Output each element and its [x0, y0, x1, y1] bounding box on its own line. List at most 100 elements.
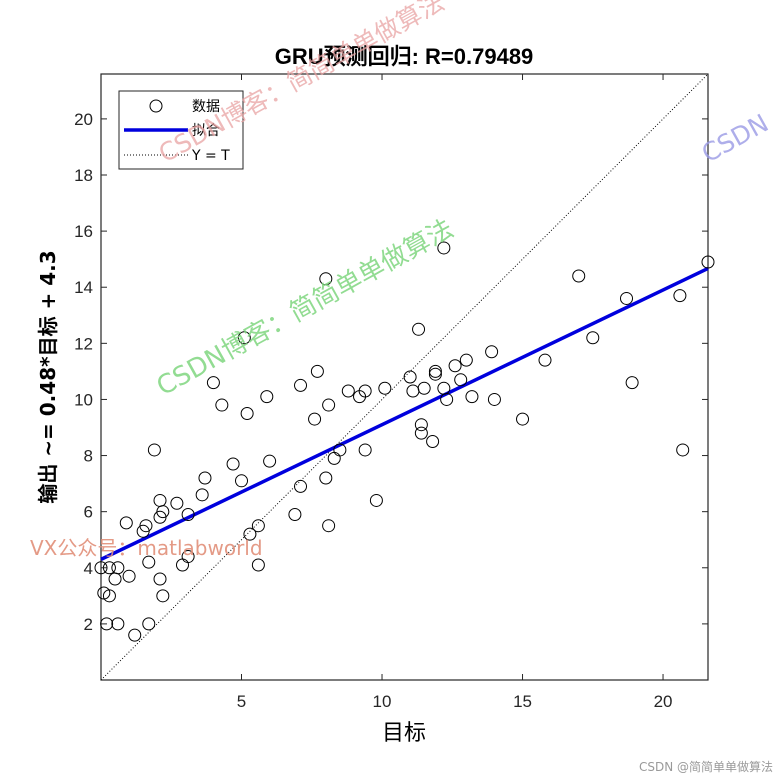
- y-tick-label: 20: [74, 110, 93, 129]
- legend-label-fit: 拟合: [192, 123, 220, 139]
- data-point: [428, 367, 442, 381]
- data-point: [448, 359, 462, 373]
- data-point: [358, 384, 372, 398]
- data-point: [319, 471, 333, 485]
- y-tick-label: 18: [74, 166, 93, 185]
- legend-label-identity: Y = T: [191, 148, 230, 164]
- y-tick-label: 10: [74, 390, 93, 409]
- data-point: [625, 376, 639, 390]
- data-point: [378, 381, 392, 395]
- footer-credit: CSDN @简简单单做算法: [638, 760, 773, 774]
- data-point: [139, 519, 153, 533]
- data-point: [333, 443, 347, 457]
- data-point: [487, 392, 501, 406]
- y-tick-label: 6: [84, 503, 93, 522]
- data-point: [538, 353, 552, 367]
- data-point: [195, 488, 209, 502]
- data-point: [226, 457, 240, 471]
- data-point: [237, 331, 251, 345]
- data-point: [322, 519, 336, 533]
- data-point: [119, 516, 133, 530]
- data-point: [454, 373, 468, 387]
- legend: 数据 拟合 Y = T: [118, 90, 244, 170]
- data-point: [459, 353, 473, 367]
- data-points: [94, 241, 715, 642]
- data-point: [465, 390, 479, 404]
- data-point: [142, 555, 156, 569]
- y-tick-label: 16: [74, 222, 93, 241]
- data-point: [294, 378, 308, 392]
- identity-line-path: [100, 73, 709, 681]
- data-point: [414, 426, 428, 440]
- data-point: [147, 443, 161, 457]
- data-point: [620, 291, 634, 305]
- data-point: [263, 454, 277, 468]
- y-tick-label: 4: [84, 559, 93, 578]
- data-point: [156, 589, 170, 603]
- data-point: [198, 471, 212, 485]
- y-tick-label: 8: [84, 447, 93, 466]
- data-point: [440, 392, 454, 406]
- y-axis-ticks: 2 4 6 8 10 12 14 16 18 20: [74, 110, 708, 634]
- x-tick-label: 15: [513, 692, 532, 711]
- data-point: [516, 412, 530, 426]
- data-point: [369, 493, 383, 507]
- y-tick-label: 12: [74, 334, 93, 353]
- data-point: [428, 364, 442, 378]
- legend-label-data: 数据: [192, 99, 220, 115]
- data-point: [102, 589, 116, 603]
- y-tick-label: 14: [74, 278, 93, 297]
- data-point: [294, 479, 308, 493]
- data-point: [701, 255, 715, 269]
- data-point: [673, 289, 687, 303]
- data-point: [676, 443, 690, 457]
- data-point: [308, 412, 322, 426]
- data-point: [358, 443, 372, 457]
- x-tick-label: 5: [237, 692, 246, 711]
- data-point: [437, 241, 451, 255]
- data-point: [251, 558, 265, 572]
- x-tick-label: 10: [373, 692, 392, 711]
- fit-line: [100, 266, 709, 561]
- data-point: [142, 617, 156, 631]
- data-point: [111, 617, 125, 631]
- x-axis-ticks: 5 10 15 20: [237, 74, 673, 711]
- y-axis-label: 输出 ~= 0.48*目标 + 4.3: [36, 250, 60, 503]
- legend-marker-data: [149, 99, 163, 113]
- data-point: [215, 398, 229, 412]
- data-point: [100, 617, 114, 631]
- data-point: [412, 322, 426, 336]
- data-point: [111, 561, 125, 575]
- x-axis-label: 目标: [382, 721, 426, 746]
- data-point: [128, 628, 142, 642]
- data-point: [170, 496, 184, 510]
- data-point: [181, 550, 195, 564]
- data-point: [414, 418, 428, 432]
- data-point: [251, 519, 265, 533]
- data-point: [260, 390, 274, 404]
- data-point: [322, 398, 336, 412]
- data-point: [310, 364, 324, 378]
- data-point: [403, 370, 417, 384]
- data-point: [240, 406, 254, 420]
- fit-line-path: [100, 266, 709, 561]
- y-tick-label: 2: [84, 615, 93, 634]
- data-point: [122, 569, 136, 583]
- data-point: [181, 507, 195, 521]
- data-point: [156, 505, 170, 519]
- data-point: [319, 272, 333, 286]
- x-tick-label: 20: [654, 692, 673, 711]
- watermark-left: VX公众号：matlabworld: [30, 536, 263, 560]
- data-point: [586, 331, 600, 345]
- data-point: [288, 507, 302, 521]
- data-point: [417, 381, 431, 395]
- data-point: [243, 527, 257, 541]
- data-point: [572, 269, 586, 283]
- data-point: [485, 345, 499, 359]
- data-point: [206, 376, 220, 390]
- data-point: [235, 474, 249, 488]
- chart-title: GRU预测回归: R=0.79489: [275, 44, 534, 69]
- identity-line: [100, 73, 709, 681]
- data-point: [153, 572, 167, 586]
